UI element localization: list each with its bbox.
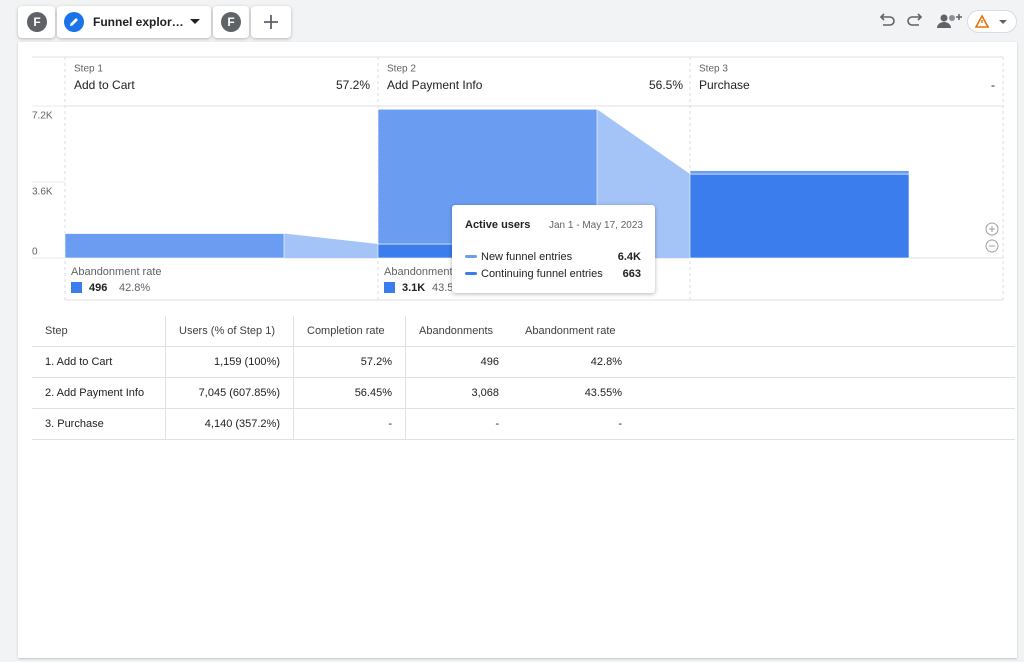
- completion-rate: -: [991, 78, 995, 92]
- step-name: Add Payment Info: [387, 78, 483, 92]
- table-row: 3. Purchase 4,140 (357.2%) - - -: [32, 408, 1015, 440]
- step-number: Step 1: [74, 64, 103, 75]
- zoom-in[interactable]: [985, 222, 999, 236]
- step-name: Purchase: [699, 78, 750, 92]
- y-tick-label: 0: [32, 247, 38, 258]
- legend-label: New funnel entries: [481, 251, 573, 263]
- filler: [635, 316, 1015, 347]
- table-cell: 496: [405, 346, 512, 378]
- table-cell: -: [405, 408, 512, 440]
- column-header: Completion rate: [293, 316, 406, 347]
- funnel-table: Step Users (% of Step 1) Completion rate Ab…: [32, 316, 1015, 440]
- table-cell: 1. Add to Cart: [32, 346, 166, 378]
- tooltip-date: Jan 1 - May 17, 2023: [549, 220, 643, 231]
- filler: [635, 346, 1015, 378]
- table-row: 2. Add Payment Info 7,045 (607.85%) 56.45%…: [32, 377, 1015, 409]
- abandonment-rate: 42.8%: [119, 282, 150, 294]
- bar-segment: [689, 173, 910, 259]
- tooltip: Active users Jan 1 - May 17, 2023 New fu…: [452, 205, 655, 293]
- zoom-controls: [985, 222, 999, 253]
- exploration-tab[interactable]: Funnel explor…: [57, 6, 211, 38]
- table-cell: 3,068: [405, 377, 512, 409]
- header-row: Step Users (% of Step 1) Completion rate Ab…: [32, 316, 1015, 347]
- abandonment-label: Abandonment rate: [71, 266, 162, 278]
- step-number: Step 3: [699, 64, 728, 75]
- table-cell: 43.55%: [512, 377, 635, 409]
- avatar: F: [27, 12, 47, 32]
- step-name: Add to Cart: [74, 78, 135, 92]
- abandonment-swatch: [71, 282, 82, 293]
- abandonment-swatch: [384, 282, 395, 293]
- y-tick-label: 7.2K: [32, 111, 53, 122]
- plus-icon: [264, 15, 278, 29]
- tooltip-value: 663: [622, 268, 641, 280]
- warning-chip[interactable]: [967, 10, 1017, 33]
- add-tab[interactable]: [251, 6, 291, 38]
- column-header: Step: [32, 316, 166, 347]
- table-cell: 1,159 (100%): [165, 346, 294, 378]
- undo[interactable]: [879, 13, 895, 26]
- table-cell: 4,140 (357.2%): [165, 408, 294, 440]
- avatar: F: [221, 12, 241, 32]
- table-cell: 42.8%: [512, 346, 635, 378]
- column-header: Abandonments: [405, 316, 512, 347]
- legend-swatch: [465, 255, 477, 258]
- legend-swatch: [465, 272, 477, 275]
- abandonment-count: 3.1K: [402, 282, 425, 294]
- bar-segment: [689, 170, 910, 175]
- table-cell: 57.2%: [293, 346, 406, 378]
- table-cell: 56.45%: [293, 377, 406, 409]
- abandonment-rate: 43.5: [432, 282, 453, 294]
- column-header: Users (% of Step 1): [165, 316, 294, 347]
- tooltip-value: 6.4K: [617, 251, 641, 263]
- abandonment-area: [284, 233, 378, 258]
- abandonment-count: 496: [89, 282, 107, 294]
- avatar-tab[interactable]: F: [18, 6, 55, 38]
- avatar-tab[interactable]: F: [213, 6, 249, 38]
- completion-rate: 56.5%: [649, 78, 683, 92]
- bar-segment: [64, 233, 285, 259]
- legend-label: Continuing funnel entries: [481, 268, 603, 280]
- table-cell: -: [512, 408, 635, 440]
- zoom-out[interactable]: [985, 239, 999, 253]
- share-users[interactable]: [937, 14, 962, 28]
- edit-icon: [64, 12, 84, 32]
- table-cell: 7,045 (607.85%): [165, 377, 294, 409]
- completion-rate: 57.2%: [336, 78, 370, 92]
- dropdown-arrow[interactable]: [190, 19, 200, 25]
- y-tick-label: 3.6K: [32, 187, 53, 198]
- abandonment-label: Abandonment rate: [384, 266, 475, 278]
- step-number: Step 2: [387, 64, 416, 75]
- table-cell: -: [293, 408, 406, 440]
- filler: [635, 408, 1015, 440]
- table-cell: 3. Purchase: [32, 408, 166, 440]
- table-cell: 2. Add Payment Info: [32, 377, 166, 409]
- filler: [635, 377, 1015, 409]
- redo[interactable]: [907, 13, 923, 26]
- column-header: Abandonment rate: [512, 316, 635, 347]
- toolbar-icons: [879, 10, 1017, 33]
- tooltip-title: Active users: [465, 219, 531, 231]
- table-row: 1. Add to Cart 1,159 (100%) 57.2% 496 42.8%: [32, 346, 1015, 378]
- exploration-name: Funnel explor…: [93, 15, 184, 29]
